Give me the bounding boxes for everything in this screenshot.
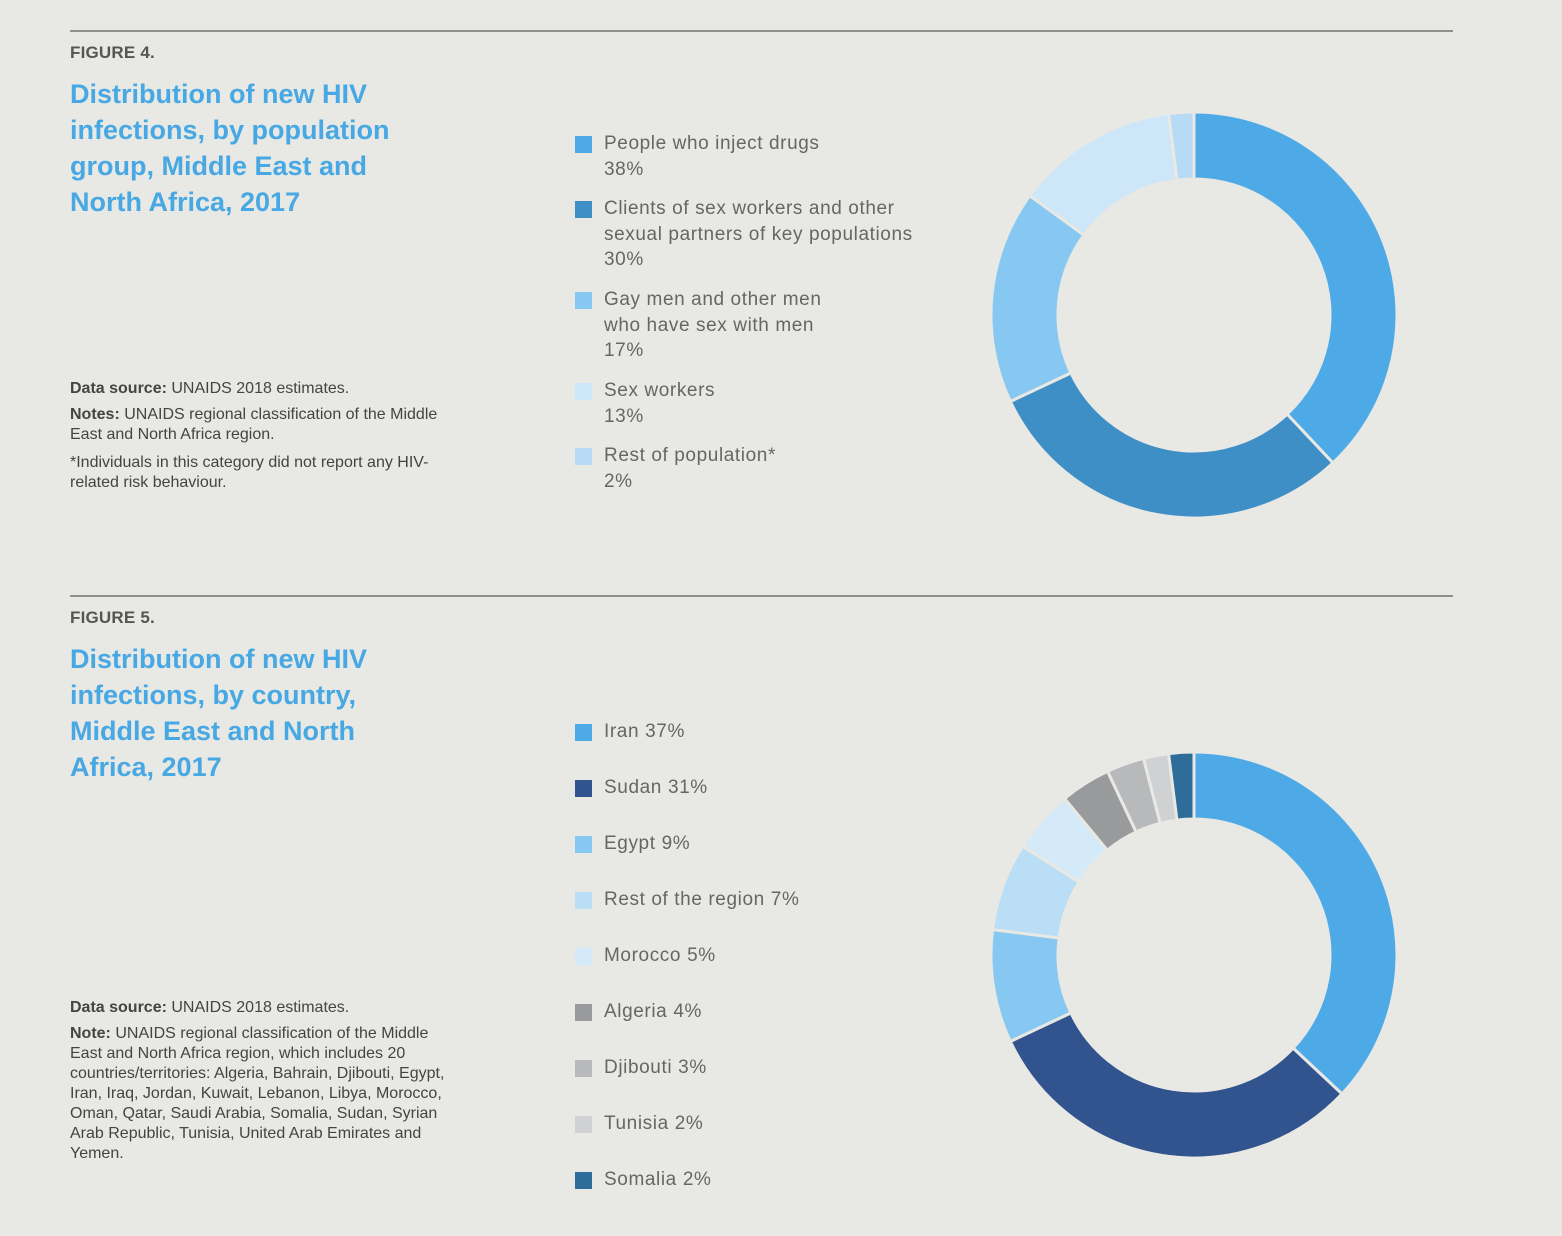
legend-value: 7% — [770, 889, 800, 910]
legend-item: Sex workers 13% — [575, 378, 715, 429]
donut-slice-somalia — [1166, 750, 1196, 822]
legend-swatch — [575, 724, 592, 741]
legend-item: Rest of the region 7% — [575, 887, 799, 913]
figure-4: FIGURE 4. Distribution of new HIV infect… — [0, 0, 1562, 590]
legend-swatch — [575, 383, 592, 400]
top-divider — [70, 595, 1453, 597]
donut-slice-iran — [1192, 750, 1399, 1097]
legend-value: 4% — [673, 1001, 703, 1022]
notes-label: Note: — [70, 1025, 111, 1042]
legend-value: 31% — [667, 777, 708, 798]
donut-slice-rest-of-population — [1166, 110, 1196, 182]
legend-label: Djibouti — [604, 1057, 673, 1078]
figure-label: FIGURE 4. — [70, 43, 155, 62]
legend-value: 17% — [604, 340, 644, 361]
legend-label: Iran — [604, 721, 640, 742]
top-divider — [70, 30, 1453, 32]
legend-swatch — [575, 1004, 592, 1021]
legend-value: 3% — [678, 1057, 707, 1078]
notes-label: Notes: — [70, 406, 120, 423]
legend-value: 37% — [645, 721, 685, 742]
figure-5: FIGURE 5. Distribution of new HIV infect… — [0, 590, 1562, 1236]
legend-value: 30% — [604, 249, 644, 270]
legend-swatch — [575, 201, 592, 218]
legend-label: Clients of sex workers and other sexual … — [604, 198, 913, 245]
figure-notes: Data source: UNAIDS 2018 estimates. Note… — [70, 379, 450, 499]
legend-swatch — [575, 780, 592, 797]
donut-slice-clients-of-sex-workers-and-other-sexual-partners-of-key-populations — [1008, 370, 1336, 520]
legend-label: Tunisia — [604, 1113, 669, 1134]
legend-value: 2% — [682, 1169, 712, 1190]
footnote: *Individuals in this category did not re… — [70, 454, 429, 491]
legend-value: 2% — [604, 470, 633, 492]
donut-chart — [989, 750, 1399, 1160]
legend-swatch — [575, 1172, 592, 1189]
legend-value: 9% — [661, 833, 691, 854]
legend-swatch — [575, 1060, 592, 1077]
legend-item: Gay men and other men who have sex with … — [575, 287, 854, 364]
legend-item: Algeria 4% — [575, 999, 702, 1025]
legend-label: Egypt — [604, 833, 656, 854]
figure-notes: Data source: UNAIDS 2018 estimates. Note… — [70, 998, 450, 1170]
legend-label: Gay men and other men who have sex with … — [604, 289, 822, 336]
legend-label: Sudan — [604, 777, 662, 798]
legend-item: Rest of population* 2% — [575, 443, 776, 494]
legend-value: 5% — [687, 945, 716, 966]
legend-label: Somalia — [604, 1169, 677, 1190]
legend-label: Sex workers — [604, 380, 716, 401]
legend-label: Algeria — [604, 1001, 668, 1022]
legend-swatch — [575, 892, 592, 909]
legend-swatch — [575, 836, 592, 853]
legend-value: 2% — [674, 1113, 704, 1134]
legend-label: Rest of the region — [604, 889, 765, 910]
legend-item: Morocco 5% — [575, 943, 716, 969]
legend-item: Sudan 31% — [575, 775, 708, 801]
legend-item: Tunisia 2% — [575, 1111, 703, 1137]
legend-value: 13% — [604, 405, 644, 427]
donut-slice-people-who-inject-drugs — [1192, 110, 1399, 466]
legend-swatch — [575, 136, 592, 153]
legend-value: 38% — [604, 158, 644, 180]
legend-label: Morocco — [604, 945, 682, 966]
figure-title: Distribution of new HIV infections, by p… — [70, 79, 390, 217]
data-source-label: Data source: — [70, 380, 167, 397]
legend-swatch — [575, 292, 592, 309]
legend-label: Rest of population* — [604, 445, 776, 466]
notes-text: UNAIDS regional classification of the Mi… — [70, 1025, 445, 1162]
data-source: UNAIDS 2018 estimates. — [171, 380, 350, 397]
legend-label: People who inject drugs — [604, 133, 820, 154]
legend-item: Egypt 9% — [575, 831, 690, 857]
donut-chart — [989, 110, 1399, 520]
donut-slice-sudan — [1008, 1010, 1345, 1160]
figure-label: FIGURE 5. — [70, 608, 155, 627]
legend-item: Djibouti 3% — [575, 1055, 707, 1081]
legend-item: Clients of sex workers and other sexual … — [575, 196, 949, 273]
legend-item: Somalia 2% — [575, 1167, 712, 1193]
legend-swatch — [575, 1116, 592, 1133]
figure-title: Distribution of new HIV infections, by c… — [70, 644, 367, 782]
data-source-label: Data source: — [70, 999, 167, 1016]
legend-item: People who inject drugs 38% — [575, 131, 820, 182]
legend-swatch — [575, 448, 592, 465]
legend-swatch — [575, 948, 592, 965]
legend-item: Iran 37% — [575, 719, 685, 745]
notes-text: UNAIDS regional classification of the Mi… — [70, 406, 438, 443]
data-source: UNAIDS 2018 estimates. — [171, 999, 350, 1016]
